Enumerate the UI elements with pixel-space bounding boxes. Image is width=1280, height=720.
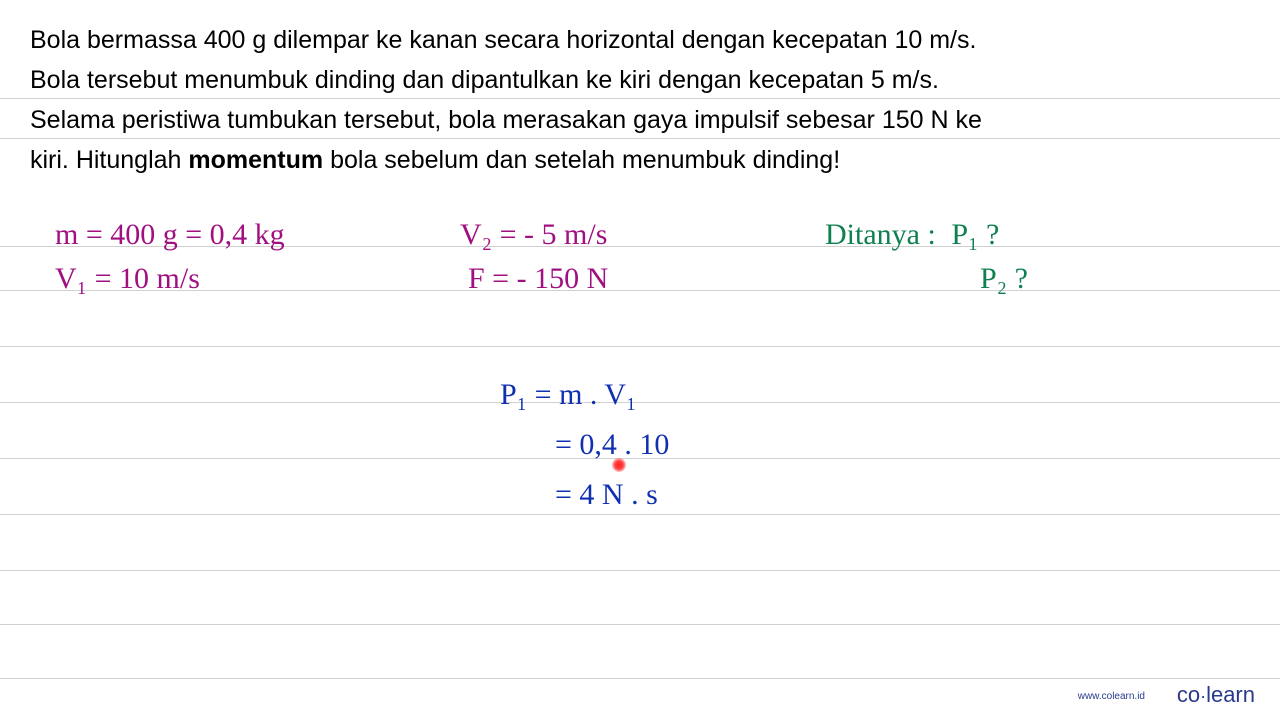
problem-line2: Bola tersebut menumbuk dinding dan dipan… [30, 66, 939, 94]
footer-logo: co·learn [1177, 682, 1255, 708]
asked-row1: Ditanya : P₁ ? [825, 218, 999, 252]
ruled-line [0, 514, 1280, 515]
footer-url: www.colearn.id [1078, 691, 1145, 702]
ruled-line [0, 98, 1280, 99]
problem-statement: Bola bermassa 400 g dilempar ke kanan se… [0, 0, 1280, 190]
given-mass: m = 400 g = 0,4 kg [55, 218, 285, 252]
asked-p1: P₁ ? [951, 218, 999, 251]
asked-p2: P₂ ? [980, 262, 1028, 296]
problem-line4-pre: kiri. Hitunglah [30, 146, 188, 174]
laser-pointer-icon [612, 458, 626, 472]
problem-line4-bold: momentum [188, 146, 323, 174]
asked-label: Ditanya : [825, 218, 936, 251]
calc-step2: = 0,4 . 10 [555, 428, 669, 462]
calc-step1: P₁ = m . V₁ [500, 378, 636, 412]
calc-step3: = 4 N . s [555, 478, 658, 512]
ruled-line [0, 570, 1280, 571]
logo-suffix: learn [1206, 682, 1255, 707]
given-v2: V₂ = - 5 m/s [460, 218, 607, 252]
logo-prefix: co [1177, 682, 1200, 707]
ruled-line [0, 402, 1280, 403]
problem-line4-post: bola sebelum dan setelah menumbuk dindin… [323, 146, 840, 174]
given-force: F = - 150 N [468, 262, 608, 296]
ruled-line [0, 678, 1280, 679]
problem-line3: Selama peristiwa tumbukan tersebut, bola… [30, 106, 982, 134]
ruled-line [0, 624, 1280, 625]
problem-line1: Bola bermassa 400 g dilempar ke kanan se… [30, 26, 976, 54]
ruled-line [0, 138, 1280, 139]
ruled-line [0, 346, 1280, 347]
given-v1: V₁ = 10 m/s [55, 262, 200, 296]
